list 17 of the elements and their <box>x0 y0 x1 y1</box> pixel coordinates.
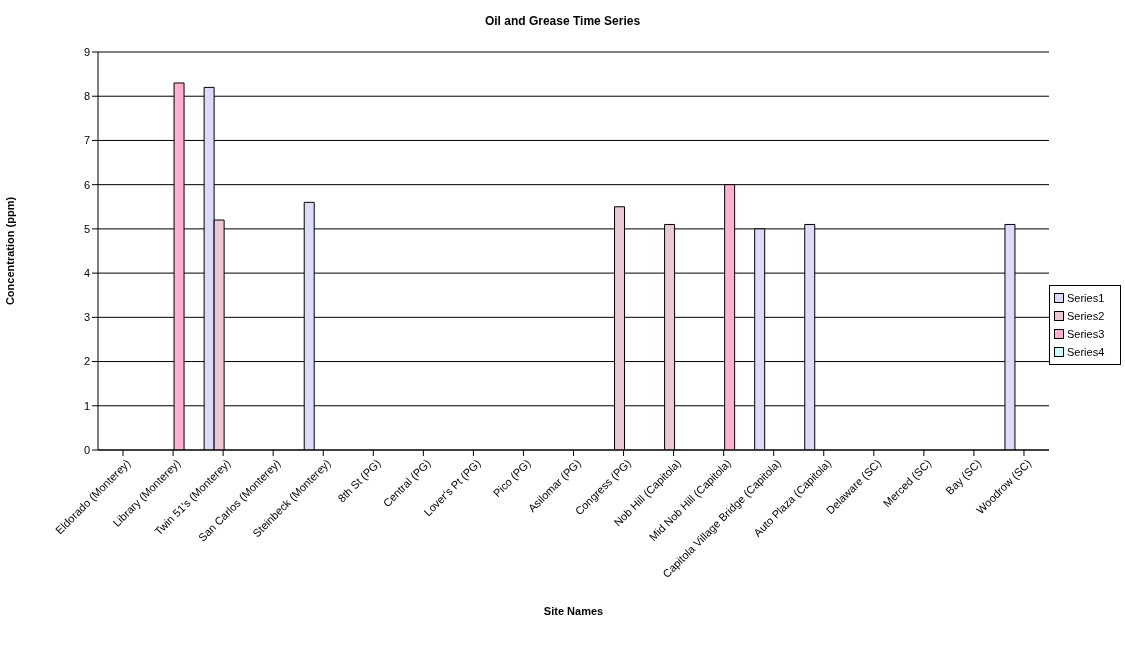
y-tick-label: 4 <box>83 267 90 280</box>
y-tick-label: 6 <box>83 178 90 191</box>
x-axis-title: Site Names <box>543 605 604 617</box>
legend-label: Series2 <box>1067 309 1105 322</box>
y-tick-label: 8 <box>83 90 90 103</box>
y-tick-label: 9 <box>83 45 90 58</box>
legend-label: Series4 <box>1067 345 1105 358</box>
y-tick-label: 1 <box>83 399 90 412</box>
y-axis-title: Concentration (ppm) <box>3 196 16 306</box>
legend-label: Series1 <box>1067 291 1105 304</box>
y-tick-label: 5 <box>83 222 90 235</box>
y-tick-label: 7 <box>83 134 90 147</box>
y-tick-label: 2 <box>83 355 90 368</box>
legend-label: Series3 <box>1067 327 1105 340</box>
chart-title: Oil and Grease Time Series <box>483 14 642 28</box>
y-tick-label: 3 <box>83 311 90 324</box>
y-tick-label: 0 <box>83 443 90 456</box>
